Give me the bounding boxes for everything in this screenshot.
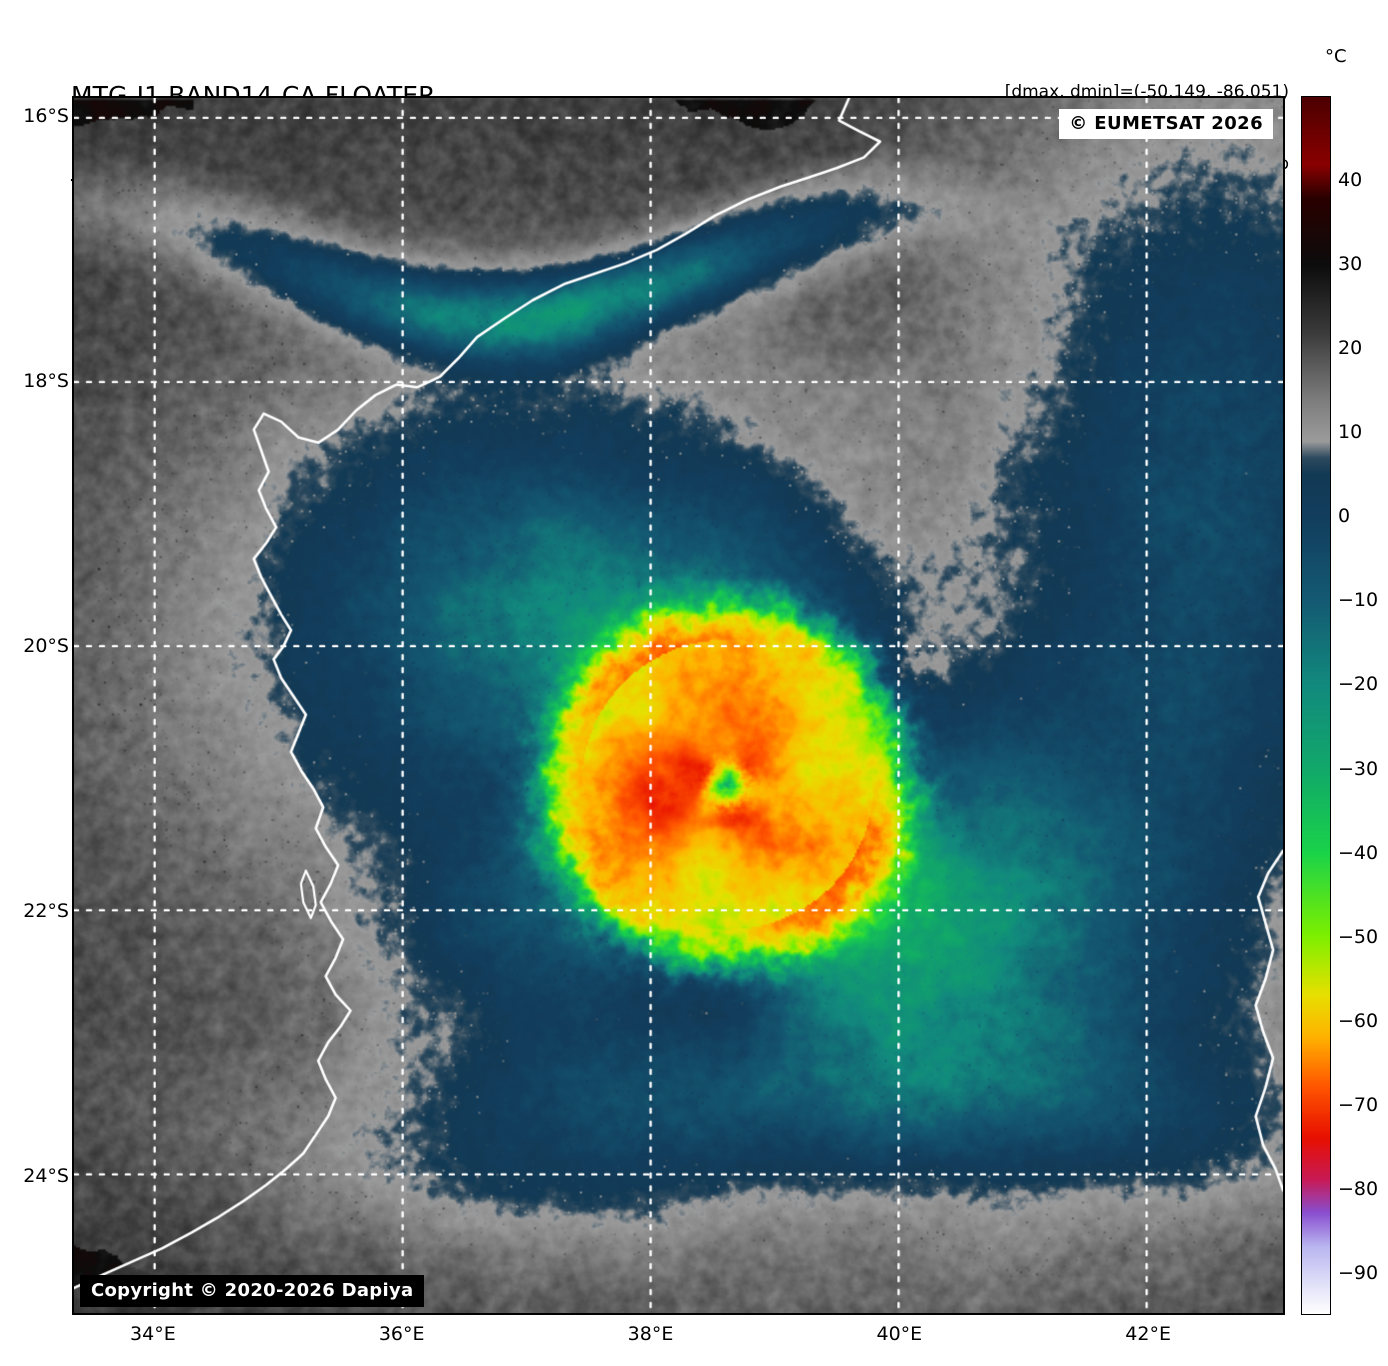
colorbar-unit-label: °C <box>1325 46 1347 67</box>
colorbar-tick-label: −70 <box>1338 1093 1379 1116</box>
colorbar-tick-label: 30 <box>1338 253 1363 276</box>
satellite-ir-imagery <box>74 98 1283 1313</box>
colorbar-tick-label: −10 <box>1338 589 1379 612</box>
x-axis-tick-label: 40°E <box>876 1323 923 1345</box>
colorbar-tick-label: −60 <box>1338 1009 1379 1032</box>
satellite-image-plot[interactable]: © EUMETSAT 2026 Copyright © 2020-2026 Da… <box>72 96 1285 1315</box>
dapiya-copyright-badge: Copyright © 2020-2026 Dapiya <box>80 1275 425 1307</box>
y-axis-tick-label: 18°S <box>23 369 69 392</box>
colorbar-tick-label: −20 <box>1338 673 1379 696</box>
colorbar-gradient <box>1301 96 1331 1315</box>
eumetsat-copyright-badge: © EUMETSAT 2026 <box>1059 109 1273 139</box>
x-axis-tick-label: 42°E <box>1125 1323 1171 1345</box>
x-axis-tick-label: 34°E <box>130 1323 176 1345</box>
x-axis-tick-label: 38°E <box>627 1323 674 1345</box>
colorbar-tick-label: −90 <box>1338 1261 1379 1284</box>
y-axis-tick-label: 24°S <box>23 1164 69 1187</box>
colorbar-tick-label: −30 <box>1338 757 1379 780</box>
y-axis-tick-label: 22°S <box>23 899 69 922</box>
x-axis-tick-label: 36°E <box>378 1323 425 1345</box>
colorbar-tick-label: 0 <box>1338 505 1351 528</box>
y-axis-tick-label: 16°S <box>23 104 69 127</box>
colorbar-tick-label: 20 <box>1338 337 1363 360</box>
y-axis-tick-label: 20°S <box>23 634 69 657</box>
colorbar-tick-label: 10 <box>1338 421 1363 444</box>
temperature-colorbar <box>1301 96 1331 1315</box>
colorbar-tick-label: 40 <box>1338 169 1363 192</box>
colorbar-tick-label: −50 <box>1338 925 1379 948</box>
product-title: MTG-I1 BAND14-CA FLOATER <box>71 80 436 111</box>
colorbar-tick-label: −40 <box>1338 841 1379 864</box>
colorbar-tick-label: −80 <box>1338 1177 1379 1200</box>
